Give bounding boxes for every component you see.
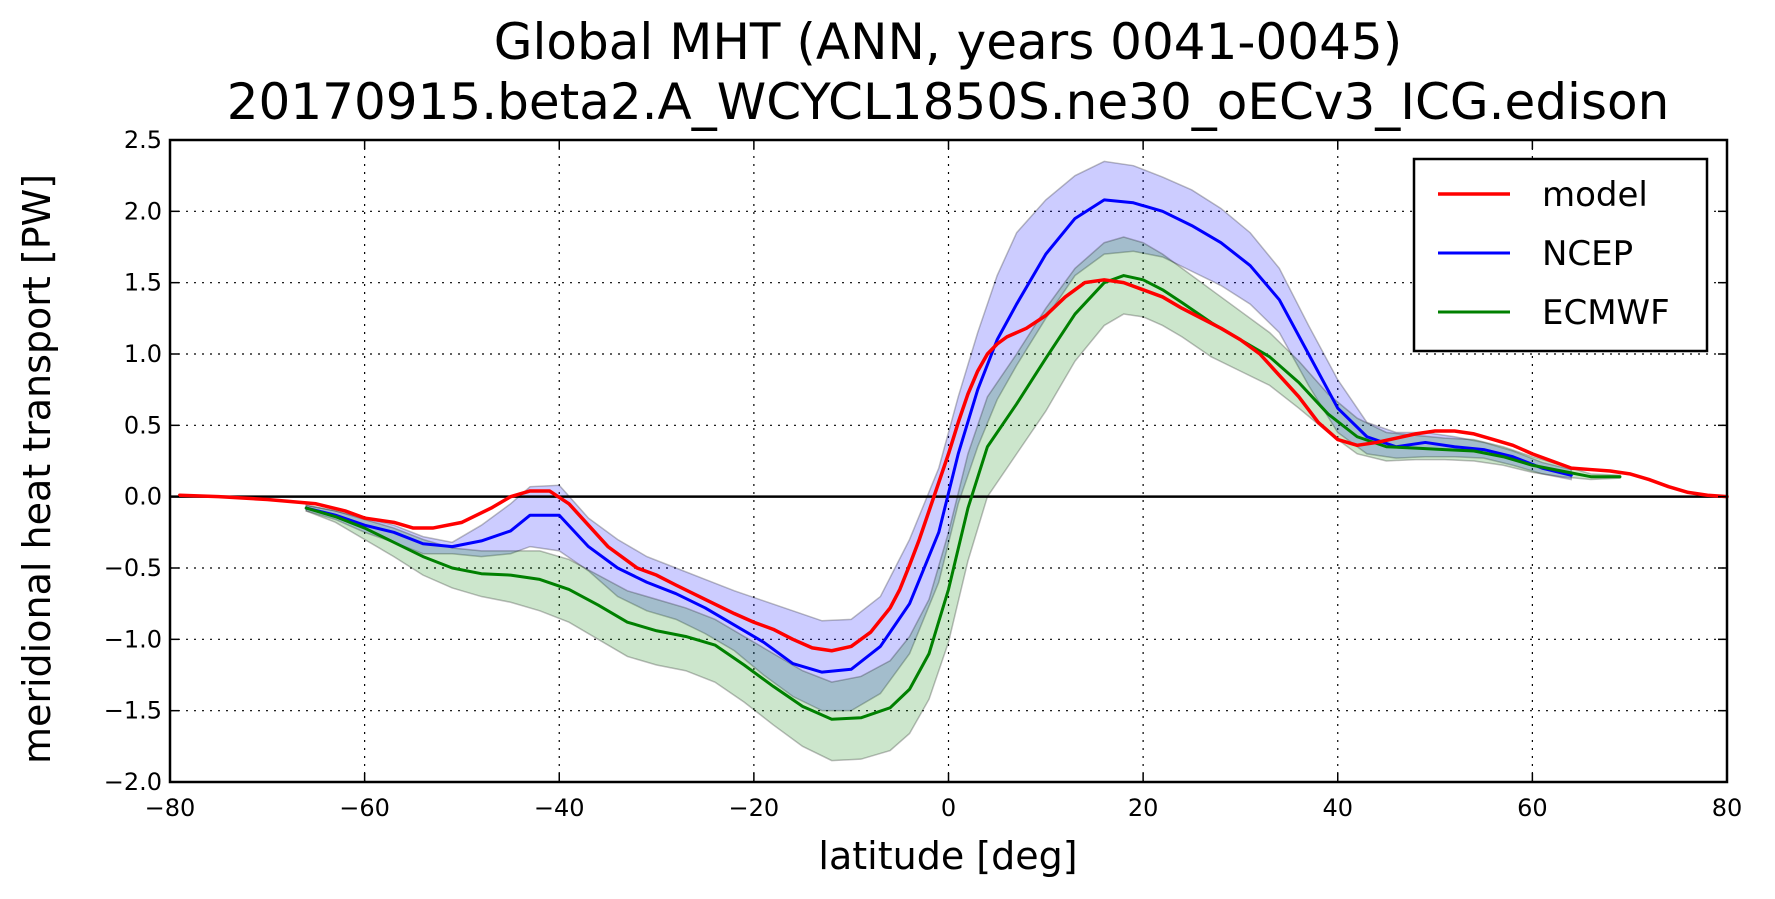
x-tick-label: −60 xyxy=(339,794,390,822)
y-tick-label: 2.5 xyxy=(124,126,162,154)
series-line-ecmwf xyxy=(304,274,1622,721)
legend-label-ncep: NCEP xyxy=(1542,234,1633,274)
y-tick-label: 0.5 xyxy=(124,411,162,439)
legend-label-ecmwf: ECMWF xyxy=(1542,293,1670,333)
x-tick-labels: −80 −60 −40 −20 0 20 40 60 80 xyxy=(145,794,1743,822)
y-tick-label: 2.0 xyxy=(124,197,162,225)
series-lines xyxy=(177,198,1729,721)
y-tick-label: 0.0 xyxy=(124,483,162,511)
series-line-ncep xyxy=(304,198,1573,674)
axis-ticks xyxy=(169,139,1728,783)
plot-area: −80 −60 −40 −20 0 20 40 60 80 −2.0 −1.5 −1.0 −0.5 0.… xyxy=(104,126,1743,822)
x-tick-label: −20 xyxy=(729,794,780,822)
y-tick-label: −1.0 xyxy=(104,625,162,653)
x-tick-label: −80 xyxy=(145,794,196,822)
x-tick-label: 0 xyxy=(941,794,956,822)
x-tick-label: 60 xyxy=(1517,794,1548,822)
legend-frame xyxy=(1412,157,1709,353)
y-tick-label: −2.0 xyxy=(104,768,162,796)
y-axis-label: meridional heat transport [PW] xyxy=(15,174,59,764)
x-tick-label: 80 xyxy=(1712,794,1743,822)
y-tick-label: 1.5 xyxy=(124,269,162,297)
band-ncep xyxy=(305,160,1573,712)
y-tick-label: −0.5 xyxy=(104,554,162,582)
x-tick-label: −40 xyxy=(534,794,585,822)
chart-title: Global MHT (ANN, years 0041-0045) xyxy=(494,13,1402,71)
chart-subtitle: 20170915.beta2.A_WCYCL1850S.ne30_oECv3_I… xyxy=(227,73,1670,131)
y-tick-label: 1.0 xyxy=(124,340,162,368)
y-tick-label: −1.5 xyxy=(104,697,162,725)
x-axis-label: latitude [deg] xyxy=(818,834,1077,878)
legend: model NCEP ECMWF xyxy=(1412,157,1709,353)
x-tick-label: 40 xyxy=(1322,794,1353,822)
x-tick-label: 20 xyxy=(1128,794,1159,822)
legend-label-model: model xyxy=(1542,175,1648,215)
y-tick-labels: −2.0 −1.5 −1.0 −0.5 0.0 0.5 1.0 1.5 2.0 2.5 xyxy=(104,126,162,796)
series-line-model xyxy=(177,278,1729,653)
